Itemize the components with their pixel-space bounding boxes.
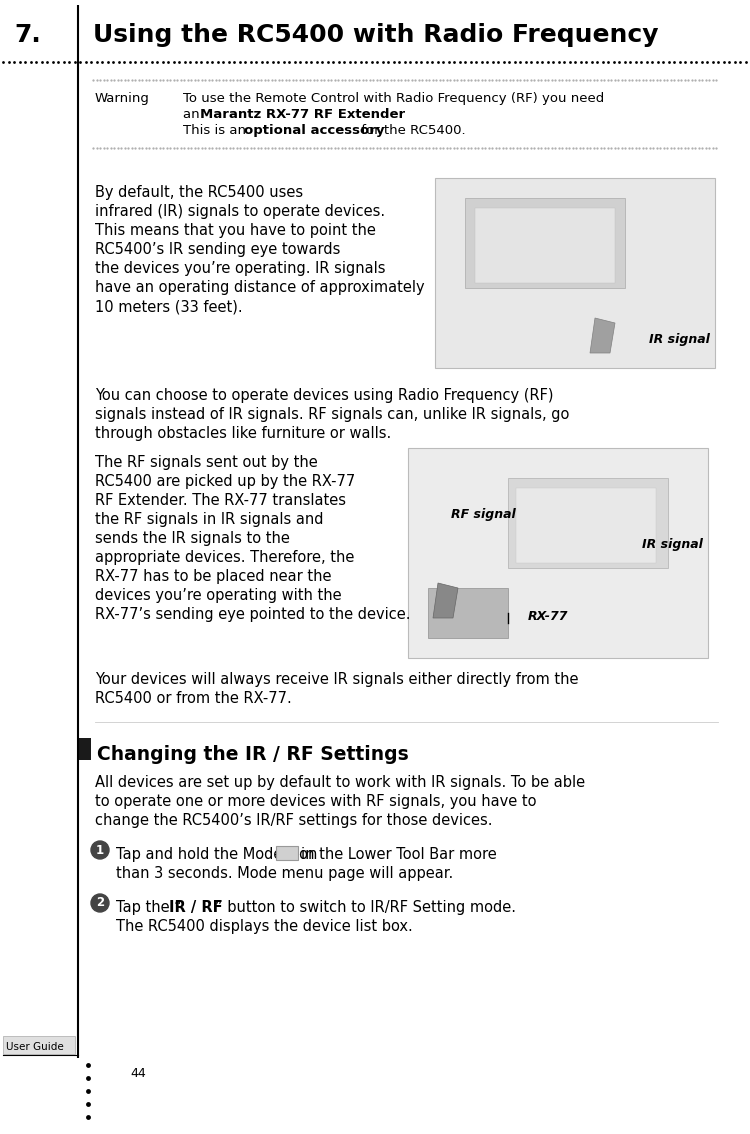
Text: through obstacles like furniture or walls.: through obstacles like furniture or wall… xyxy=(95,426,392,441)
Text: in the Lower Tool Bar more: in the Lower Tool Bar more xyxy=(301,847,496,862)
Text: sends the IR signals to the: sends the IR signals to the xyxy=(95,531,290,545)
Text: Your devices will always receive IR signals either directly from the: Your devices will always receive IR sign… xyxy=(95,672,578,687)
Text: You can choose to operate devices using Radio Frequency (RF): You can choose to operate devices using … xyxy=(95,388,554,403)
Text: Using the RC5400 with Radio Frequency: Using the RC5400 with Radio Frequency xyxy=(93,23,658,46)
Text: RC5400 or from the RX-77.: RC5400 or from the RX-77. xyxy=(95,691,292,706)
Text: Warning: Warning xyxy=(95,92,150,105)
Text: an: an xyxy=(183,108,204,121)
Bar xyxy=(276,846,298,860)
Bar xyxy=(408,448,708,658)
Text: optional accessory: optional accessory xyxy=(244,124,385,137)
Bar xyxy=(3,1036,75,1053)
Text: infrared (IR) signals to operate devices.: infrared (IR) signals to operate devices… xyxy=(95,204,386,219)
Text: 2: 2 xyxy=(96,897,104,909)
Text: 7.: 7. xyxy=(14,23,40,46)
Text: RX-77’s sending eye pointed to the device.: RX-77’s sending eye pointed to the devic… xyxy=(95,607,410,623)
Text: IR / RF: IR / RF xyxy=(169,900,223,915)
Text: Marantz RX-77 RF Extender: Marantz RX-77 RF Extender xyxy=(200,108,405,121)
Bar xyxy=(79,738,91,760)
Text: To use the Remote Control with Radio Frequency (RF) you need: To use the Remote Control with Radio Fre… xyxy=(183,92,604,105)
Text: The RC5400 displays the device list box.: The RC5400 displays the device list box. xyxy=(116,919,412,934)
Text: RX-77 has to be placed near the: RX-77 has to be placed near the xyxy=(95,569,332,584)
Text: RX-77: RX-77 xyxy=(528,610,568,623)
Bar xyxy=(475,208,615,284)
Text: 44: 44 xyxy=(130,1067,146,1080)
Text: RF Extender. The RX-77 translates: RF Extender. The RX-77 translates xyxy=(95,493,346,508)
Text: RC5400 are picked up by the RX-77: RC5400 are picked up by the RX-77 xyxy=(95,474,356,489)
Bar xyxy=(465,198,625,288)
Text: have an operating distance of approximately: have an operating distance of approximat… xyxy=(95,280,424,295)
Bar xyxy=(435,178,715,369)
Text: for the RC5400.: for the RC5400. xyxy=(358,124,466,137)
Polygon shape xyxy=(433,583,458,618)
Text: User Guide: User Guide xyxy=(6,1042,64,1052)
Text: the RF signals in IR signals and: the RF signals in IR signals and xyxy=(95,511,323,527)
Circle shape xyxy=(91,841,109,858)
Text: 10 meters (33 feet).: 10 meters (33 feet). xyxy=(95,299,243,314)
Text: than 3 seconds. Mode menu page will appear.: than 3 seconds. Mode menu page will appe… xyxy=(116,866,453,881)
Text: RC5400’s IR sending eye towards: RC5400’s IR sending eye towards xyxy=(95,242,340,257)
Text: Tap the “: Tap the “ xyxy=(116,900,182,915)
Text: Tap and hold the Mode icon: Tap and hold the Mode icon xyxy=(116,847,317,862)
Polygon shape xyxy=(590,318,615,353)
Text: This is an: This is an xyxy=(183,124,250,137)
Text: signals instead of IR signals. RF signals can, unlike IR signals, go: signals instead of IR signals. RF signal… xyxy=(95,407,569,422)
Text: the devices you’re operating. IR signals: the devices you’re operating. IR signals xyxy=(95,261,386,276)
Text: appropriate devices. Therefore, the: appropriate devices. Therefore, the xyxy=(95,550,354,565)
Text: to operate one or more devices with RF signals, you have to: to operate one or more devices with RF s… xyxy=(95,794,536,809)
Text: change the RC5400’s IR/RF settings for those devices.: change the RC5400’s IR/RF settings for t… xyxy=(95,813,493,828)
Text: 1: 1 xyxy=(96,844,104,856)
Text: devices you’re operating with the: devices you’re operating with the xyxy=(95,589,341,603)
Text: RF signal: RF signal xyxy=(451,508,515,521)
Bar xyxy=(508,479,668,568)
Text: .: . xyxy=(357,108,362,121)
Text: ” button to switch to IR/RF Setting mode.: ” button to switch to IR/RF Setting mode… xyxy=(215,900,516,915)
Bar xyxy=(516,488,656,562)
Text: IR signal: IR signal xyxy=(649,333,710,346)
Text: All devices are set up by default to work with IR signals. To be able: All devices are set up by default to wor… xyxy=(95,775,585,790)
Text: The RF signals sent out by the: The RF signals sent out by the xyxy=(95,455,318,469)
Text: Changing the IR / RF Settings: Changing the IR / RF Settings xyxy=(97,745,409,764)
Circle shape xyxy=(91,894,109,912)
Text: This means that you have to point the: This means that you have to point the xyxy=(95,223,376,238)
Text: IR signal: IR signal xyxy=(642,538,703,551)
Text: By default, the RC5400 uses: By default, the RC5400 uses xyxy=(95,185,303,200)
Bar xyxy=(428,589,508,638)
